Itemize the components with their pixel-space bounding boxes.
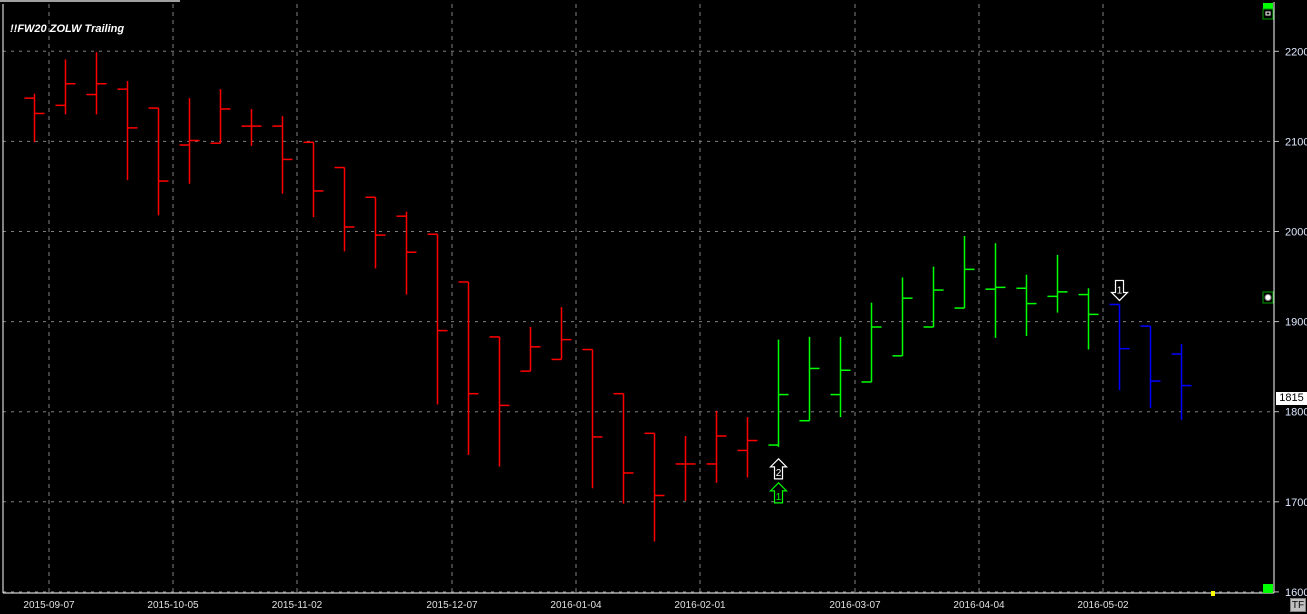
ohlc-bar [1078, 288, 1099, 350]
ohlc-bar [830, 336, 851, 418]
ohlc-bar [706, 410, 727, 483]
up-arrow-icon: 1 [769, 481, 788, 504]
y-tick-label: 1800 [1285, 407, 1307, 419]
down-arrow-icon: 1 [1110, 279, 1129, 302]
ohlc-bar [334, 166, 355, 252]
top-border [0, 0, 180, 2]
handles[interactable] [1211, 3, 1274, 596]
chart-frame [2, 2, 1275, 594]
ohlc-bar [55, 59, 76, 115]
tf-button[interactable]: TF [1290, 598, 1306, 612]
bars [24, 52, 1192, 542]
grid [3, 4, 1274, 593]
ohlc-bar [303, 141, 324, 218]
scale-knob [1264, 294, 1272, 301]
y-tick-label: 2000 [1285, 227, 1307, 239]
ohlc-bar [551, 307, 572, 361]
ohlc-bar [985, 243, 1006, 338]
ohlc-bar [396, 211, 417, 295]
y-tick-label: 2200 [1285, 46, 1307, 58]
x-tick-label: 2015-11-02 [272, 600, 323, 611]
ohlc-bar [737, 417, 758, 478]
x-tick-label: 2015-09-07 [23, 600, 75, 611]
last-price-label: 1815 [1276, 392, 1307, 405]
maximize-icon[interactable] [1262, 8, 1274, 20]
y-tick-label: 1700 [1285, 497, 1307, 509]
ohlc-bar [1109, 303, 1130, 391]
ohlc-bar [923, 266, 944, 328]
ohlc-bar [799, 336, 820, 422]
ohlc-bar [24, 93, 45, 143]
y-tick-label: 1900 [1285, 317, 1307, 329]
ohlc-bar [1171, 344, 1192, 420]
ohlc-bar [1047, 254, 1068, 313]
x-tick-label: 2016-01-04 [550, 600, 602, 611]
x-tick-label: 2015-10-05 [147, 600, 199, 611]
ohlc-bar [1140, 325, 1161, 409]
price-axis[interactable]: 1600 1700 1800 1900 2000 2100 2200 [1274, 46, 1307, 599]
ohlc-bar [210, 89, 231, 144]
scroll-bottom-handle[interactable] [1263, 584, 1273, 593]
ohlc-bar [148, 107, 169, 216]
y-tick-label: 1600 [1285, 587, 1307, 599]
signal-label: 2 [776, 468, 782, 479]
y-tick-label: 2100 [1285, 136, 1307, 148]
scroll-top-handle[interactable] [1263, 3, 1273, 11]
up-arrow-icon: 2 [769, 457, 788, 480]
ohlc-bar [427, 233, 448, 405]
ohlc-bar [768, 339, 789, 447]
ohlc-bar [365, 196, 386, 269]
x-tick-label: 2016-04-04 [953, 600, 1005, 611]
ohlc-bar [1016, 274, 1037, 337]
ohlc-bar [272, 116, 293, 194]
ohlc-bar [489, 336, 510, 467]
ohlc-bar [582, 348, 603, 489]
ohlc-bar [892, 277, 913, 357]
signals: 2 1 1 [769, 279, 1129, 504]
ohlc-bar [86, 52, 107, 115]
ohlc-bar [117, 81, 138, 181]
ohlc-bar [613, 392, 634, 504]
time-marker[interactable] [1211, 591, 1215, 596]
ohlc-bar [520, 327, 541, 372]
arrow-shape [769, 481, 788, 504]
x-tick-label: 2016-02-01 [674, 600, 726, 611]
chart-title: !!FW20 ZOLW Trailing [10, 23, 125, 35]
x-tick-label: 2016-05-02 [1077, 600, 1129, 611]
x-tick-label: 2015-12-07 [426, 600, 478, 611]
signal-label: 1 [776, 492, 782, 503]
ohlc-bar [644, 432, 665, 542]
ohlc-bar [241, 108, 262, 146]
date-axis[interactable]: 2015-09-07 2015-10-05 2015-11-02 2015-12-07… [23, 600, 1129, 611]
arrow-shape [769, 457, 788, 480]
ohlc-bar [954, 236, 975, 309]
ohlc-bar [179, 98, 200, 184]
signal-label: 1 [1117, 285, 1123, 296]
ohlc-bar [861, 302, 882, 383]
ohlc-bar [458, 281, 479, 455]
x-tick-label: 2016-03-07 [829, 600, 881, 611]
maximize-glyph [1265, 11, 1271, 16]
arrow-shape [1110, 279, 1129, 302]
ohlc-bar [675, 436, 696, 501]
